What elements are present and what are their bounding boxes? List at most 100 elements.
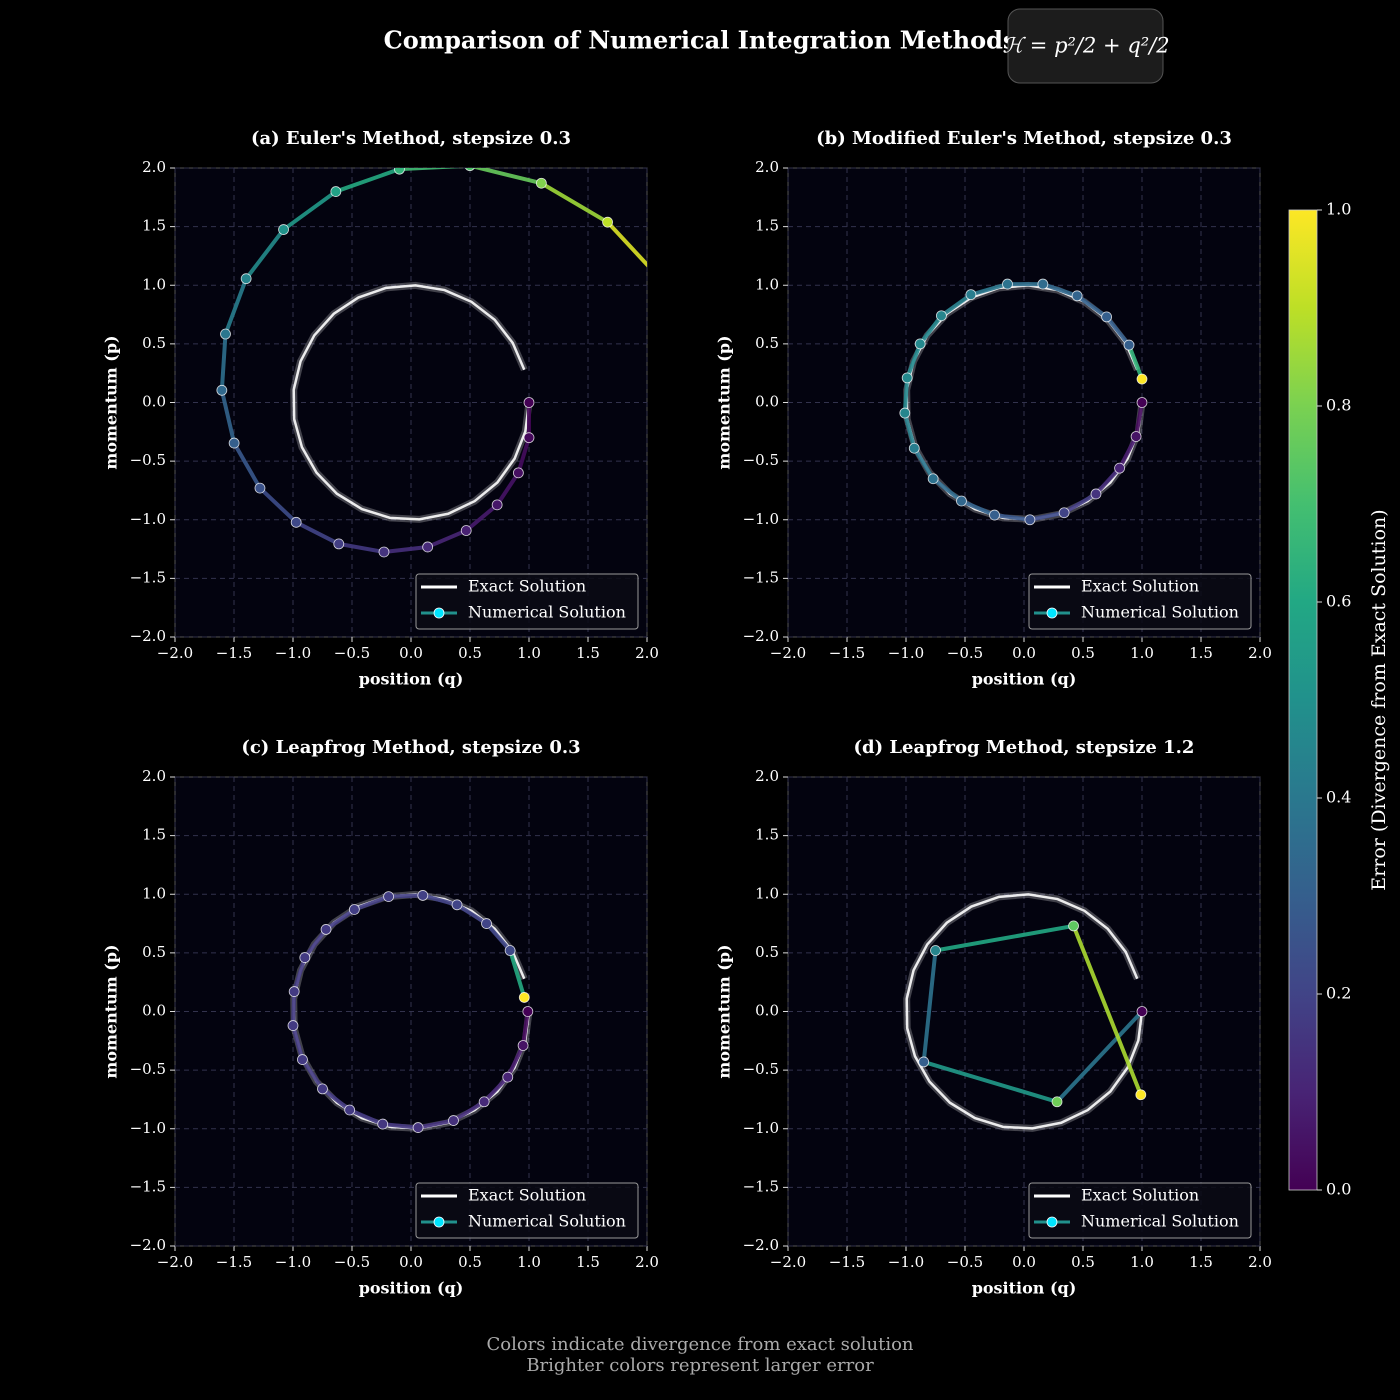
- numerical-segment: [1027, 510, 1067, 522]
- y-tick-label: 1.0: [142, 884, 166, 902]
- numerical-point: [512, 467, 524, 479]
- numerical-segment: [464, 502, 500, 533]
- numerical-segment: [939, 292, 973, 318]
- y-tick-label: −1.0: [130, 1119, 166, 1137]
- legend-marker: [433, 607, 445, 619]
- y-tick-label: 2.0: [142, 158, 166, 176]
- y-tick-label: −2.0: [743, 627, 779, 645]
- y-tick-label: −0.5: [743, 451, 779, 469]
- numerical-point: [1090, 488, 1102, 500]
- x-tick-label: −1.5: [216, 1253, 252, 1271]
- y-tick-label: 2.0: [755, 158, 779, 176]
- numerical-point: [491, 499, 503, 511]
- colorbar-tick-label: 0.0: [1326, 1180, 1351, 1199]
- y-tick-label: 1.0: [142, 275, 166, 293]
- numerical-segment: [1075, 293, 1109, 319]
- x-tick-label: 2.0: [635, 644, 659, 662]
- numerical-point: [1101, 311, 1112, 323]
- y-tick-label: −1.0: [743, 510, 779, 528]
- numerical-point: [330, 186, 342, 197]
- numerical-point: [348, 904, 360, 915]
- numerical-segment: [451, 1099, 487, 1123]
- y-tick-label: 1.0: [755, 884, 779, 902]
- numerical-point: [517, 1040, 529, 1051]
- numerical-point: [602, 216, 613, 228]
- numerical-segment: [232, 441, 262, 491]
- numerical-point: [523, 432, 535, 444]
- numerical-segment: [992, 513, 1032, 522]
- numerical-point: [412, 1122, 424, 1133]
- x-tick-label: 1.0: [1130, 644, 1154, 662]
- x-tick-label: 1.5: [1189, 644, 1213, 662]
- y-tick-label: 1.5: [755, 217, 779, 235]
- subplot-title: (c) Leapfrog Method, stepsize 0.3: [241, 737, 580, 758]
- numerical-point: [523, 397, 535, 408]
- numerical-segment: [416, 1118, 456, 1130]
- numerical-point: [288, 986, 300, 997]
- x-tick-label: 1.0: [517, 644, 541, 662]
- legend-label: Numerical Solution: [1081, 1212, 1239, 1231]
- subplot-title: (d) Leapfrog Method, stepsize 1.2: [854, 737, 1195, 758]
- y-tick-label: −0.5: [130, 1060, 166, 1078]
- numerical-segment: [455, 902, 489, 926]
- legend-label: Numerical Solution: [468, 603, 626, 622]
- numerical-segment: [968, 282, 1010, 297]
- y-tick-label: 0.5: [755, 334, 779, 352]
- numerical-segment: [1040, 282, 1080, 298]
- numerical-point: [956, 495, 967, 507]
- colorbar-tick-label: 0.4: [1326, 788, 1351, 807]
- legend-box: [1028, 1182, 1252, 1239]
- x-tick-label: 2.0: [635, 1253, 659, 1271]
- numerical-segment: [1062, 491, 1098, 515]
- numerical-point: [1136, 373, 1148, 385]
- numerical-segment: [336, 541, 386, 554]
- numerical-segment: [471, 168, 544, 186]
- numerical-point: [1002, 278, 1013, 290]
- numerical-point: [1135, 1089, 1147, 1101]
- numerical-point: [344, 1104, 356, 1116]
- x-tick-label: −1.5: [216, 644, 252, 662]
- y-tick-label: 2.0: [755, 767, 779, 785]
- numerical-point: [297, 1054, 308, 1065]
- numerical-point: [989, 509, 1000, 521]
- y-tick-label: −0.5: [130, 451, 166, 469]
- x-tick-label: 2.0: [1248, 1253, 1272, 1271]
- numerical-segment: [605, 220, 647, 268]
- numerical-point: [317, 1083, 328, 1095]
- numerical-segment: [352, 894, 391, 912]
- x-tick-label: −1.0: [275, 1253, 311, 1271]
- numerical-segment: [291, 989, 297, 1028]
- y-tick-label: 0.0: [755, 1002, 779, 1020]
- x-tick-label: 0.0: [1012, 644, 1036, 662]
- numerical-point: [254, 482, 266, 494]
- numerical-point: [216, 384, 228, 396]
- numerical-point: [240, 273, 252, 285]
- plot-content: [216, 168, 647, 558]
- numerical-point: [1037, 278, 1049, 290]
- y-tick-label: −1.5: [130, 1177, 166, 1195]
- numerical-segment: [320, 1086, 352, 1112]
- numerical-point: [377, 1118, 389, 1130]
- numerical-point: [930, 945, 941, 956]
- numerical-segment: [1071, 923, 1143, 1097]
- legend-box: [415, 1182, 639, 1239]
- legend-box: [415, 573, 639, 630]
- numerical-point: [1130, 431, 1142, 442]
- numerical-point: [417, 890, 429, 901]
- numerical-segment: [219, 332, 228, 393]
- subplot-title: (b) Modified Euler's Method, stepsize 0.…: [816, 128, 1232, 149]
- x-tick-label: 0.5: [458, 1253, 482, 1271]
- x-tick-label: −1.0: [275, 644, 311, 662]
- numerical-point: [918, 1056, 930, 1068]
- numerical-point: [299, 952, 311, 963]
- legend-label: Exact Solution: [468, 577, 586, 596]
- numerical-segment: [219, 388, 237, 446]
- numerical-segment: [420, 893, 460, 907]
- numerical-segment: [425, 528, 469, 549]
- numerical-segment: [516, 435, 531, 475]
- numerical-point: [1051, 1096, 1063, 1108]
- numerical-point: [478, 1096, 490, 1108]
- numerical-segment: [959, 498, 997, 518]
- plot-content: [899, 278, 1148, 526]
